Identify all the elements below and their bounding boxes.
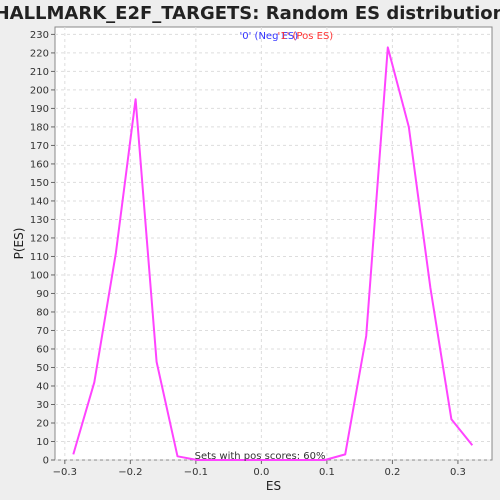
- x-tick-label: 0.0: [253, 467, 269, 478]
- y-tick-label: 200: [30, 85, 49, 96]
- legend: '0' (Neg ES)'1' (Pos ES): [240, 31, 334, 42]
- y-tick-label: 120: [30, 233, 49, 244]
- x-tick-label: −0.3: [53, 467, 77, 478]
- y-tick-label: 0: [43, 456, 49, 467]
- x-tick-label: −0.1: [184, 467, 208, 478]
- y-tick-label: 130: [30, 215, 49, 226]
- y-tick-label: 90: [36, 289, 49, 300]
- y-tick-label: 170: [30, 141, 49, 152]
- x-tick-label: 0.3: [450, 467, 466, 478]
- series-layer: [72, 46, 474, 461]
- axes: 0 10 20 30 40 50 60 70 80 90 100 110 120 130 140 150 160…: [30, 30, 466, 478]
- y-tick-label: 150: [30, 178, 49, 189]
- y-axis-label: P(ES): [12, 228, 26, 260]
- y-tick-label: 10: [36, 437, 49, 448]
- legend-entry-pos-es: '1' (Pos ES): [278, 31, 334, 42]
- y-tick-label: 50: [36, 363, 49, 374]
- y-tick-label: 80: [36, 307, 49, 318]
- y-tick-label: 100: [30, 270, 49, 281]
- y-tick-label: 180: [30, 122, 49, 133]
- plot-area: [54, 26, 493, 461]
- y-tick-label: 210: [30, 67, 49, 78]
- pos-scores-annotation: Sets with pos scores: 60%: [195, 451, 326, 462]
- y-tick-label: 230: [30, 30, 49, 41]
- x-tick-label: −0.2: [118, 467, 142, 478]
- x-tick-label: 0.1: [319, 467, 335, 478]
- y-tick-label: 110: [30, 252, 49, 263]
- y-tick-label: 140: [30, 196, 49, 207]
- y-tick-label: 70: [36, 326, 49, 337]
- y-tick-label: 20: [36, 418, 49, 429]
- chart-title: HALLMARK_E2F_TARGETS: Random ES distribu…: [0, 3, 500, 24]
- y-tick-label: 60: [36, 344, 49, 355]
- x-axis-label: ES: [266, 479, 281, 493]
- y-tick-label: 30: [36, 400, 49, 411]
- es-distribution-line: [72, 46, 474, 461]
- y-tick-label: 190: [30, 104, 49, 115]
- y-tick-label: 160: [30, 159, 49, 170]
- y-tick-label: 40: [36, 381, 49, 392]
- x-tick-label: 0.2: [384, 467, 400, 478]
- legend-entry-neg-es: '0' (Neg ES): [240, 31, 299, 42]
- y-tick-label: 220: [30, 48, 49, 59]
